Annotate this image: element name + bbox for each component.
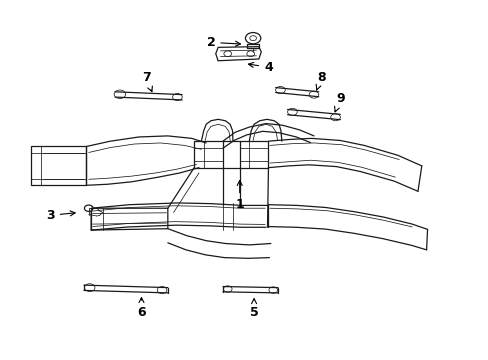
Text: 5: 5 (249, 299, 258, 319)
Text: 2: 2 (206, 36, 240, 49)
Circle shape (172, 94, 182, 101)
Polygon shape (194, 141, 223, 168)
Polygon shape (31, 147, 86, 185)
Text: 8: 8 (316, 71, 325, 90)
Circle shape (84, 205, 93, 211)
Text: 1: 1 (235, 180, 244, 211)
Circle shape (114, 90, 125, 99)
Circle shape (84, 284, 95, 292)
Circle shape (246, 51, 254, 57)
Text: 6: 6 (137, 298, 145, 319)
Polygon shape (239, 141, 268, 168)
Circle shape (275, 86, 285, 94)
Polygon shape (91, 208, 167, 230)
Circle shape (330, 114, 340, 121)
Text: 3: 3 (46, 209, 75, 222)
Text: 4: 4 (248, 60, 272, 73)
Text: 9: 9 (334, 93, 344, 112)
Circle shape (249, 36, 256, 41)
Circle shape (223, 286, 232, 292)
Text: 7: 7 (142, 71, 152, 91)
Circle shape (224, 51, 231, 57)
Circle shape (308, 91, 318, 98)
Circle shape (157, 287, 166, 294)
Circle shape (287, 108, 297, 116)
Circle shape (268, 287, 277, 293)
Circle shape (245, 32, 260, 44)
Polygon shape (215, 47, 261, 61)
